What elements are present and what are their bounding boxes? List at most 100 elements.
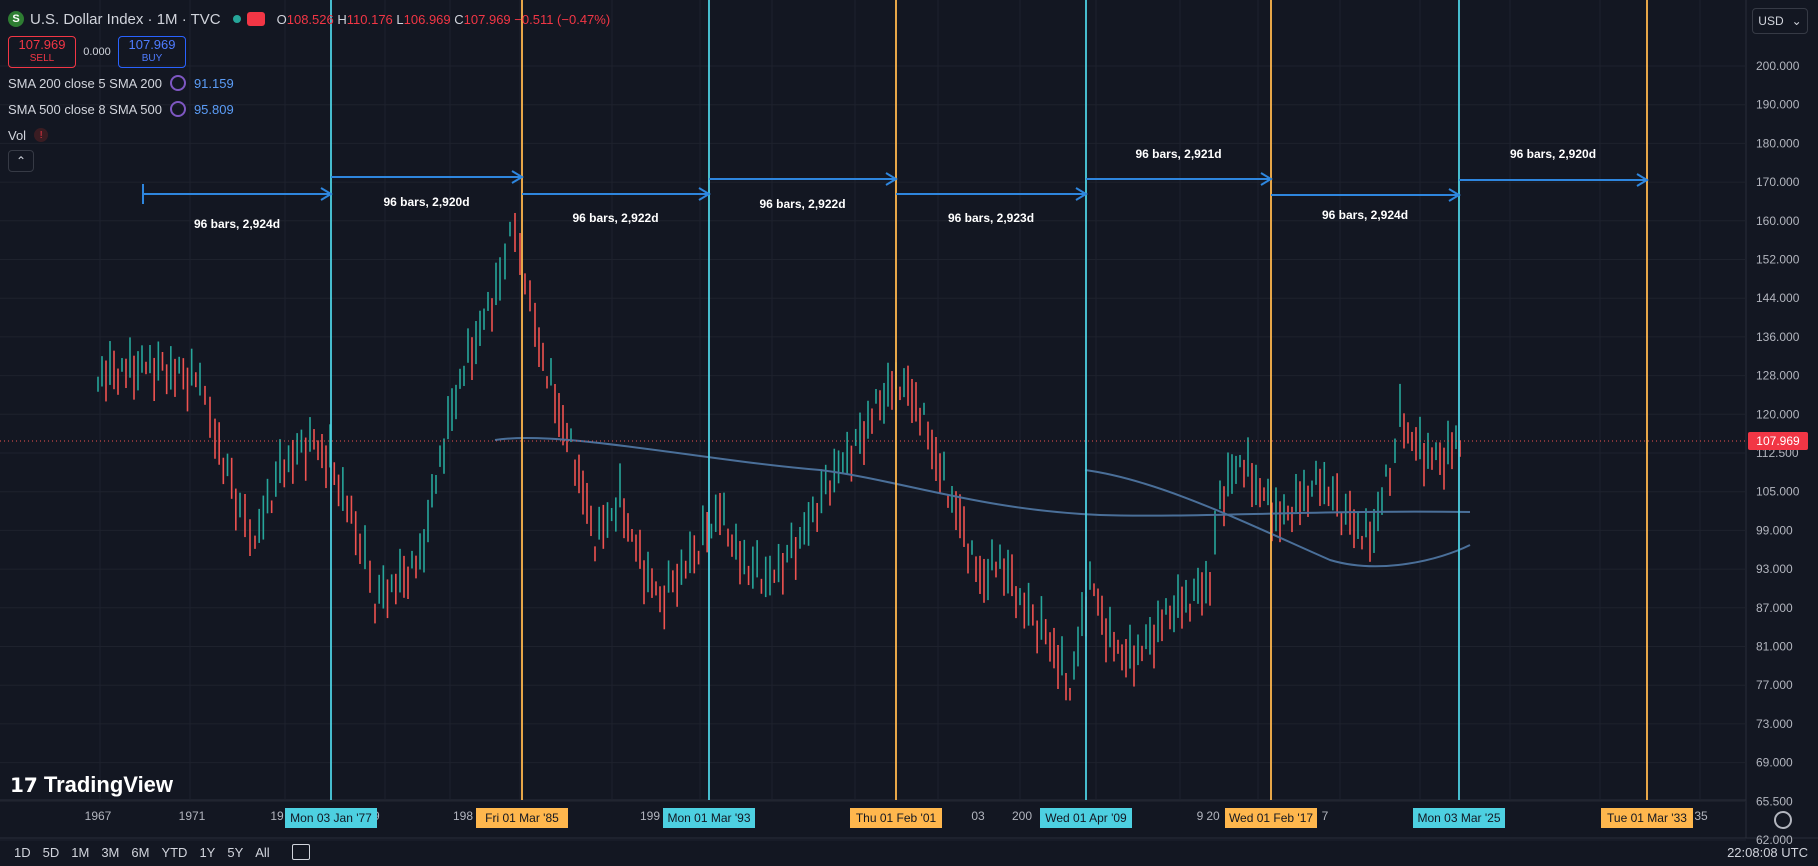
price-tick-label: 105.000	[1756, 485, 1800, 499]
range-5y[interactable]: 5Y	[227, 844, 244, 860]
range-1d[interactable]: 1D	[14, 844, 31, 860]
cycle-date-badge	[1225, 808, 1317, 828]
tradingview-logo-icon: 𝟭𝟳	[10, 774, 38, 797]
tradingview-logo: 𝟭𝟳 TradingView	[10, 772, 174, 797]
range-ytd[interactable]: YTD	[161, 844, 188, 860]
cycle-date-badge	[1413, 808, 1505, 828]
price-tick-label: 180.000	[1756, 136, 1800, 150]
symbol-icon[interactable]: S	[8, 11, 24, 27]
measure-label: 96 bars, 2,921d	[1135, 147, 1221, 161]
cycle-date-badge	[850, 808, 942, 828]
measure-label: 96 bars, 2,924d	[1322, 208, 1408, 222]
buy-button[interactable]: 107.969 BUY	[118, 36, 186, 68]
data-flag-icon[interactable]	[246, 12, 265, 26]
time-tick-label: 1971	[179, 809, 206, 823]
price-tick-label: 120.000	[1756, 407, 1800, 421]
price-tick-label: 152.000	[1756, 253, 1800, 267]
price-tick-label: 73.000	[1756, 717, 1793, 731]
arrow-head	[320, 187, 333, 201]
cycle-date-label: Mon 03 Jan '77	[290, 811, 372, 825]
cycle-date-label: Wed 01 Feb '17	[1229, 811, 1313, 825]
time-tick-label: 03	[971, 809, 985, 823]
calendar-icon[interactable]	[291, 844, 310, 860]
arrow-head	[1260, 172, 1273, 186]
time-tick-label: 35	[1694, 809, 1708, 823]
measure-label: 96 bars, 2,920d	[383, 195, 469, 209]
measure-label: 96 bars, 2,924d	[194, 217, 280, 231]
time-tick-label: 19	[270, 809, 284, 823]
time-tick-label: 7	[1322, 809, 1329, 823]
price-tick-label: 160.000	[1756, 214, 1800, 228]
range-1m[interactable]: 1M	[71, 844, 90, 860]
price-tick-label: 190.000	[1756, 98, 1800, 112]
cycle-date-label: Mon 01 Mar '93	[668, 811, 751, 825]
chevron-down-icon: ⌄	[1791, 14, 1802, 28]
measure-label: 96 bars, 2,922d	[572, 211, 658, 225]
range-1y[interactable]: 1Y	[199, 844, 216, 860]
settings-icon[interactable]	[169, 75, 186, 91]
arrow-head	[885, 172, 898, 186]
arrow-head	[1636, 173, 1649, 187]
range-all[interactable]: All	[255, 844, 270, 860]
sma-500-line	[1084, 469, 1471, 568]
ohlc-values: O108.526 H110.176 L106.969 C107.969 −0.5…	[276, 11, 611, 27]
price-tick-label: 136.000	[1756, 330, 1800, 344]
chevron-up-icon: ⌃	[15, 154, 27, 168]
cycle-date-label: Wed 01 Apr '09	[1045, 811, 1127, 825]
price-tick-label: 128.000	[1756, 369, 1800, 383]
time-tick-label: 199	[640, 809, 660, 823]
time-tick-label: 9	[1197, 809, 1204, 823]
clock[interactable]: 22:08:08 UTC	[1727, 845, 1808, 860]
price-tick-label: 65.500	[1756, 794, 1793, 808]
cycle-date-label: Mon 03 Mar '25	[1418, 811, 1501, 825]
time-tick-label: 1967	[85, 809, 112, 823]
sell-button[interactable]: 107.969 SELL	[8, 36, 76, 68]
cycle-date-badge	[285, 808, 377, 828]
price-tick-label: 170.000	[1756, 175, 1800, 189]
collapse-legend-button[interactable]: ⌃	[8, 150, 34, 172]
measure-label: 96 bars, 2,922d	[759, 197, 845, 211]
price-axis[interactable]	[1746, 0, 1818, 838]
range-3m[interactable]: 3M	[101, 844, 120, 860]
range-buttons: 1D 5D 1M 3M 6M YTD 1Y 5Y All	[14, 845, 270, 860]
cycle-date-label: Tue 01 Mar '33	[1607, 811, 1687, 825]
price-tick-label: 87.000	[1756, 601, 1793, 615]
cycle-date-badge	[1040, 808, 1132, 828]
spread-value: 0.000	[83, 46, 111, 58]
price-tick-label: 99.000	[1756, 523, 1793, 537]
measure-label: 96 bars, 2,923d	[948, 211, 1034, 225]
range-5d[interactable]: 5D	[42, 844, 60, 860]
chart-legend: S U.S. Dollar Index · 1M · TVC O108.526 …	[8, 8, 610, 172]
arrow-head	[1448, 188, 1461, 202]
chart-settings-icon[interactable]	[1774, 811, 1792, 829]
indicator-sma-500[interactable]: SMA 500 close 8 SMA 500 95.809	[8, 101, 234, 117]
currency-select[interactable]: USD ⌄	[1752, 8, 1808, 34]
arrow-head	[1075, 187, 1088, 201]
arrow-head	[698, 187, 711, 201]
range-6m[interactable]: 6M	[131, 844, 150, 860]
price-tick-label: 93.000	[1756, 562, 1793, 576]
indicator-sma-200[interactable]: SMA 200 close 5 SMA 200 91.159	[8, 75, 234, 91]
market-status-icon[interactable]	[232, 15, 241, 23]
last-price-label: 107.969	[1756, 434, 1800, 448]
symbol-title[interactable]: U.S. Dollar Index · 1M · TVC	[30, 10, 221, 28]
cycle-date-label: Fri 01 Mar '85	[485, 811, 559, 825]
price-tick-label: 81.000	[1756, 640, 1793, 654]
price-tick-label: 200.000	[1756, 59, 1800, 73]
time-tick-label: 200	[1012, 809, 1032, 823]
cycle-date-badge	[663, 808, 755, 828]
settings-icon[interactable]	[169, 101, 186, 117]
last-price-badge	[1748, 432, 1808, 450]
cycle-date-badge	[1601, 808, 1693, 828]
indicator-vol[interactable]: Vol!	[8, 124, 610, 146]
alert-icon[interactable]: !	[34, 128, 49, 142]
price-tick-label: 69.000	[1756, 756, 1793, 770]
price-tick-label: 62.000	[1756, 833, 1793, 847]
price-tick-label: 77.000	[1756, 678, 1793, 692]
measure-label: 96 bars, 2,920d	[1510, 147, 1596, 161]
arrow-head	[511, 170, 524, 184]
time-tick-label: 20	[1206, 809, 1220, 823]
time-tick-label: 198	[453, 809, 473, 823]
cycle-date-badge	[476, 808, 568, 828]
